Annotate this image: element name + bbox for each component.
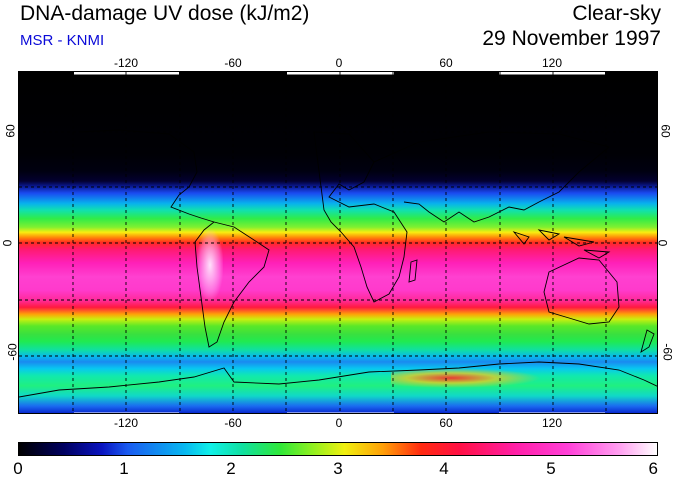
colorbar-label: 1 (119, 459, 129, 478)
x-tick-bottom: 60 (439, 416, 453, 430)
colorbar-label: 3 (333, 459, 343, 478)
coastlines (19, 129, 657, 398)
uv-dose-map (18, 71, 658, 414)
frame-ticks (74, 72, 605, 413)
x-tick-bottom: -120 (113, 416, 139, 430)
map-overlay (19, 72, 657, 413)
map-title: DNA-damage UV dose (kJ/m2) (20, 2, 310, 25)
y-tick-left: 0 (0, 239, 15, 247)
graticule (19, 72, 657, 413)
map-date: 29 November 1997 (482, 27, 661, 50)
antarctic-high-dose-area (391, 368, 541, 388)
sky-condition: Clear-sky (572, 2, 661, 25)
map-source: MSR - KNMI (20, 32, 105, 49)
colorbar-label: 0 (13, 459, 23, 478)
y-tick-right: -60 (660, 343, 675, 361)
x-tick-top: 0 (335, 56, 343, 70)
colorbar-label: 6 (648, 459, 658, 478)
x-tick-bottom: 0 (335, 416, 343, 430)
x-tick-top: 120 (541, 56, 563, 70)
color-scale-bar (18, 442, 658, 456)
x-tick-bottom: -60 (224, 416, 242, 430)
colorbar-label: 5 (546, 459, 556, 478)
andes-high-dose-area (197, 230, 223, 300)
x-tick-top: -120 (113, 56, 139, 70)
y-tick-right: 60 (658, 124, 673, 138)
x-tick-bottom: 120 (541, 416, 563, 430)
colorbar-label: 4 (439, 459, 449, 478)
x-tick-top: 60 (439, 56, 453, 70)
colorbar-label: 2 (226, 459, 236, 478)
x-tick-top: -60 (224, 56, 242, 70)
y-tick-left: 60 (3, 124, 18, 138)
